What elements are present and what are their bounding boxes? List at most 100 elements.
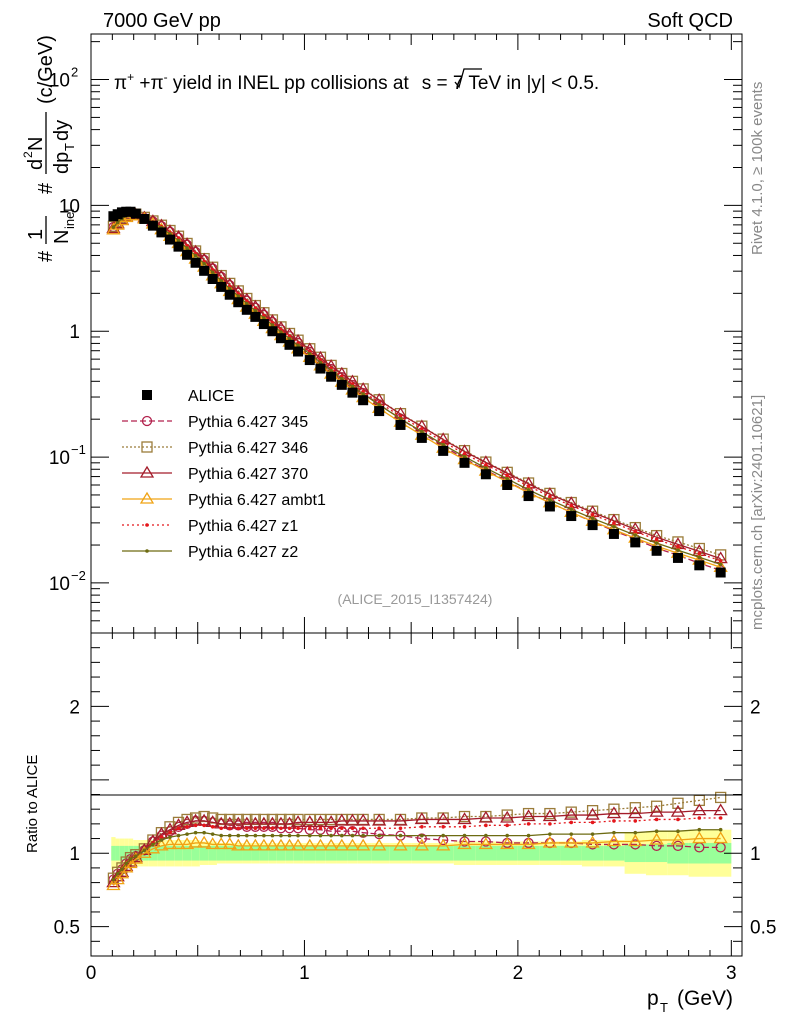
ratio-series-point-3 (521, 837, 536, 850)
ratio-series-point-2 (500, 810, 515, 823)
ratio-series-point-2 (542, 809, 558, 822)
y-label-two: 2 (21, 151, 35, 158)
ratio-band-inner (539, 845, 561, 861)
main-series-point-5 (654, 541, 659, 545)
alice-data-point (347, 387, 358, 398)
ratio-series-point-4 (350, 826, 355, 831)
ratio-y-tick-label-right: 0.5 (750, 918, 776, 939)
main-series-point-4 (633, 529, 638, 534)
ratio-band-inner (560, 845, 582, 861)
ratio-band-inner (234, 845, 243, 861)
ratio-series-point-3 (214, 837, 229, 850)
ratio-series-point-2 (692, 803, 707, 816)
ratio-band-inner (285, 845, 294, 861)
x-tick-label: 0 (86, 963, 97, 984)
main-series-point-4 (441, 440, 445, 444)
main-series-point-5 (111, 225, 116, 229)
ratio-series-point-2 (457, 812, 472, 825)
alice-data-point (224, 289, 235, 300)
legend-marker-4 (145, 523, 149, 527)
ratio-series-point-4 (159, 835, 164, 839)
ratio-band-inner (268, 845, 277, 861)
legend-marker-0 (141, 415, 153, 427)
ratio-series-point-3 (542, 835, 558, 848)
main-series-point-5 (227, 286, 232, 291)
plot-title: π+ +π- yield in INEL pp collisions at s =… (114, 70, 599, 94)
ratio-series-point-5 (115, 871, 120, 876)
ratio-band-inner (325, 845, 337, 861)
main-series-point-5 (115, 220, 120, 225)
legend-marker-5 (145, 549, 149, 553)
ratio-series-point-2 (628, 806, 643, 819)
ratio-series-point-3 (393, 838, 408, 851)
main-series-point-5 (590, 516, 595, 521)
ratio-series-point-3 (290, 838, 306, 851)
ratio-series-point-2 (564, 807, 579, 820)
ratio-series-point-4 (296, 826, 300, 831)
ratio-series-point-5 (124, 861, 129, 866)
ratio-band-inner (182, 845, 192, 861)
main-y-tick-exponent: −2 (71, 568, 86, 583)
ratio-series-point-4 (318, 826, 323, 831)
ratio-series-point-4 (612, 819, 616, 823)
ratio-series-point-3 (414, 838, 429, 851)
main-series-point-5 (361, 392, 365, 396)
ratio-band-inner (251, 845, 260, 861)
alice-data-point (233, 297, 244, 308)
main-series-point-4 (612, 521, 616, 525)
ratio-series-point-4 (718, 816, 723, 820)
ratio-series-point-1 (304, 813, 316, 826)
main-series-point-4 (590, 512, 595, 517)
ratio-series-point-1 (544, 807, 556, 820)
ratio-series-point-3 (670, 832, 686, 845)
y-label-inel: inel (62, 209, 77, 229)
main-series-point-5 (210, 270, 215, 275)
main-y-tick-exponent: −1 (71, 442, 86, 457)
ratio-series-point-4 (253, 826, 258, 831)
y-axis-label-main: # 1 N inel # d 2 N dp T dy (c/GeV) (21, 35, 77, 262)
alice-data-point (250, 311, 261, 322)
alice-data-point (207, 273, 218, 284)
main-series-point-5 (253, 308, 258, 313)
ratio-series-point-0 (630, 839, 641, 850)
ratio-band-inner (624, 844, 646, 863)
alice-data-point (480, 469, 491, 480)
y-label-dy: dy (51, 120, 73, 141)
ratio-band-inner (315, 845, 326, 861)
ratio-series-point-5 (227, 833, 232, 838)
ratio-series-point-2 (302, 815, 317, 828)
y-label-unit: (c/GeV) (35, 35, 57, 104)
ratio-series-point-3 (649, 832, 664, 845)
ratio-series-point-5 (193, 830, 198, 835)
main-series-point-4 (718, 558, 723, 563)
ratio-band-inner (688, 842, 710, 864)
ratio-series-point-1 (458, 810, 471, 823)
main-series-point-4 (505, 473, 510, 478)
main-series-point-5 (420, 429, 424, 434)
ratio-series-point-4 (227, 826, 232, 831)
main-series-point-5 (193, 253, 198, 258)
ratio-series-point-3 (171, 837, 186, 850)
ratio-series-point-3 (256, 838, 272, 851)
ratio-series-point-4 (202, 823, 206, 828)
alice-data-point (241, 304, 252, 315)
alice-data-point (267, 326, 278, 337)
alice-data-point (523, 491, 534, 502)
ratio-series-point-5 (654, 829, 659, 834)
ratio-series-point-5 (120, 867, 124, 872)
ratio-series-point-3 (205, 837, 220, 850)
ratio-series-point-4 (176, 826, 181, 831)
alice-data-point (587, 520, 598, 531)
ratio-series-point-5 (318, 833, 323, 838)
ratio-series-point-5 (505, 833, 510, 838)
ratio-series-point-5 (262, 833, 266, 838)
ratio-series-point-5 (151, 842, 155, 847)
ratio-series-point-3 (179, 837, 195, 850)
ratio-series-point-5 (128, 857, 133, 861)
main-y-tick-label: 1 (69, 322, 80, 343)
ratio-series-point-3 (302, 838, 317, 851)
ratio-band-inner (208, 845, 217, 861)
ratio-series-point-3 (154, 838, 169, 851)
ratio-series-point-5 (111, 877, 116, 882)
ratio-series-point-2 (670, 804, 686, 817)
